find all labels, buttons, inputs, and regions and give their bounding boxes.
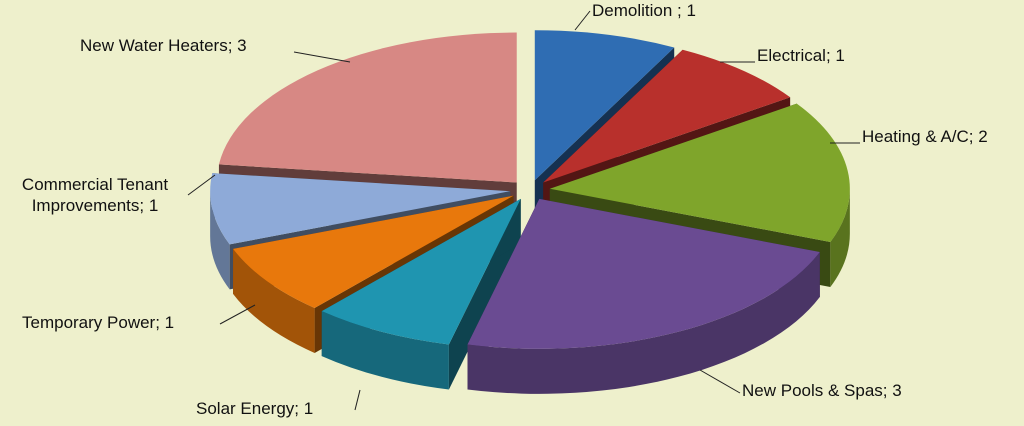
leader-line	[219, 304, 256, 325]
data-label: New Pools & Spas; 3	[742, 381, 902, 400]
slice-side	[830, 188, 850, 287]
slice-top	[534, 30, 675, 181]
leader-line	[699, 369, 741, 394]
data-label: New Water Heaters; 3	[80, 36, 247, 55]
leader-line	[187, 174, 216, 196]
slice-top	[543, 49, 791, 183]
slice-side	[210, 191, 230, 290]
slice-top	[210, 173, 511, 245]
slice-side	[321, 311, 449, 390]
slice	[467, 198, 820, 394]
data-label: Electrical; 1	[757, 46, 845, 65]
slice-side	[467, 252, 820, 394]
slice-side	[233, 248, 315, 353]
slice-top	[467, 198, 820, 349]
data-label: Temporary Power; 1	[22, 313, 175, 332]
data-label: Solar Energy; 1	[196, 399, 314, 418]
data-label: Commercial Tenant Improvements; 1	[21, 175, 169, 215]
data-label: Heating & A/C; 2	[862, 127, 988, 146]
data-label: Demolition ; 1	[592, 1, 696, 20]
slice-top	[321, 198, 521, 345]
leader-line	[354, 389, 361, 411]
slice-top	[549, 103, 850, 242]
leader-line	[293, 51, 351, 63]
slice-top	[218, 32, 517, 183]
slice	[321, 198, 521, 390]
slice-top	[233, 195, 514, 308]
leader-line	[574, 10, 591, 31]
